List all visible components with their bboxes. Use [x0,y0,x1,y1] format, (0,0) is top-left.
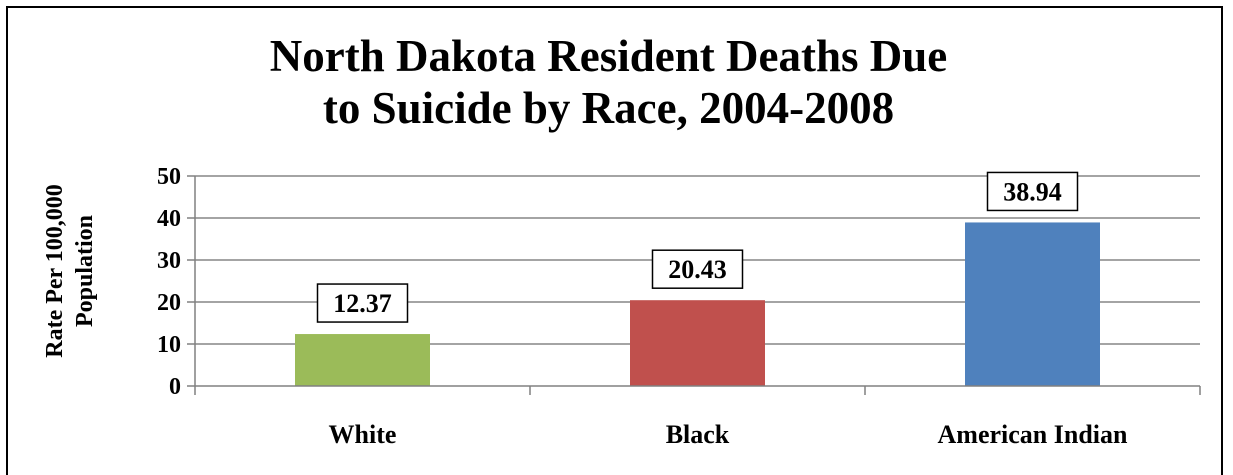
y-tick-label: 40 [157,206,181,232]
x-axis-ticks [194,386,1201,395]
x-tick-label: Black [666,420,730,449]
y-tick-label: 20 [157,290,181,316]
data-label-box [316,283,409,323]
data-label-box [651,249,744,289]
bar-american-indian [965,222,1100,386]
data-label: 20.43 [668,255,727,284]
bar-white [295,334,430,386]
data-label: 12.37 [333,289,392,318]
data-label-box [986,171,1079,212]
y-axis-tick-labels: 0 10 20 30 40 50 [157,164,181,400]
y-tick-label: 0 [169,374,181,400]
y-axis-label-line-1: Rate Per 100,000 [42,184,68,358]
chart-frame [6,6,1223,475]
x-tick-label: White [329,420,397,449]
bars [295,222,1100,386]
x-tick-label: American Indian [938,420,1129,449]
bar-black [630,300,765,386]
chart-title-line-2: to Suicide by Race, 2004-2008 [322,83,895,133]
chart-title: North Dakota Resident Deaths Due to Suic… [0,30,1217,134]
data-label: 38.94 [1003,177,1062,206]
y-tick-label: 50 [157,164,181,190]
y-tick-label: 10 [157,332,181,358]
chart-title-line-1: North Dakota Resident Deaths Due [269,31,948,81]
y-axis-label-line-2: Population [72,215,98,327]
x-axis-tick-labels: White Black American Indian [329,420,1128,449]
y-tick-label: 30 [157,248,181,274]
data-labels: 12.37 20.43 38.94 [316,171,1079,323]
